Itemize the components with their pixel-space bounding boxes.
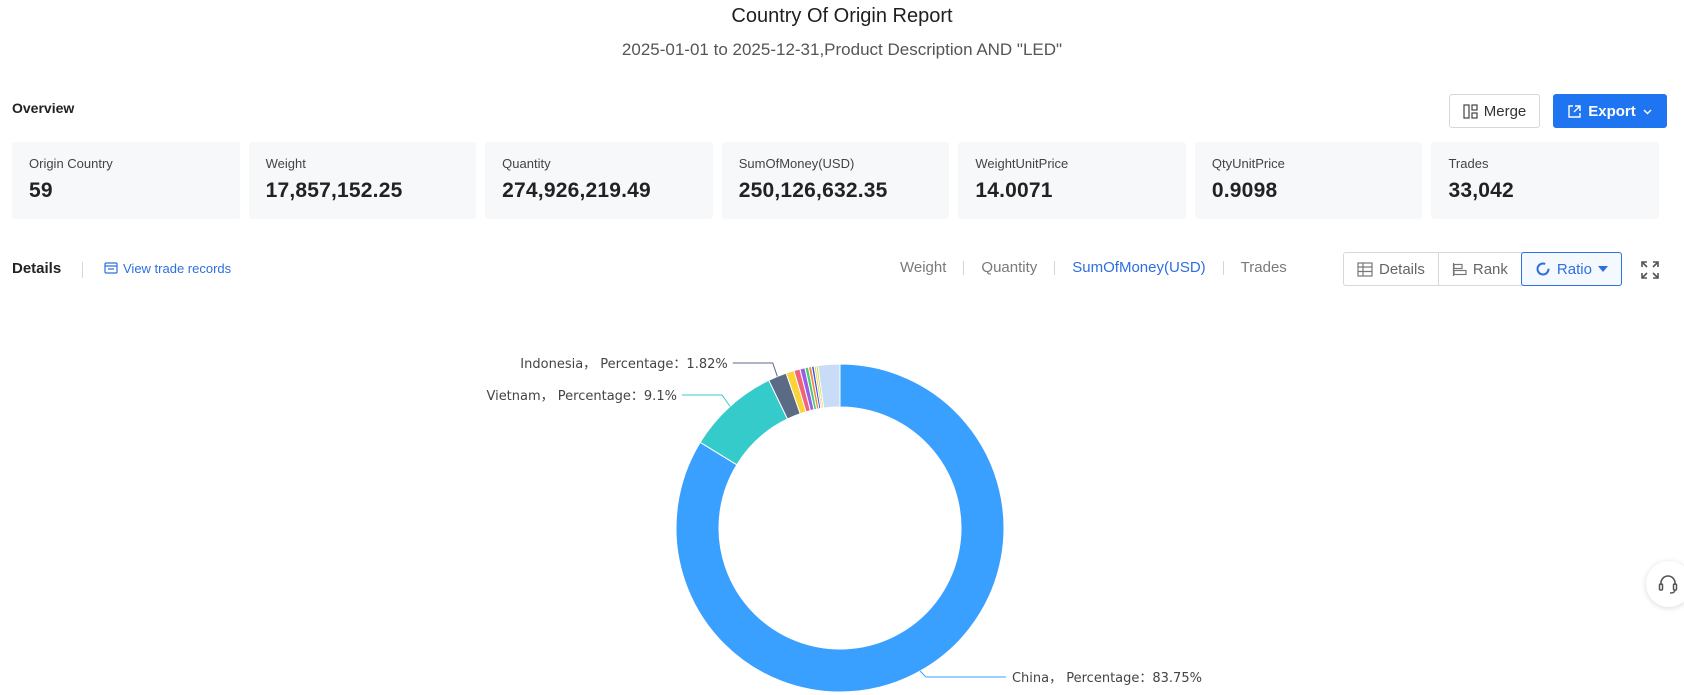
view-trade-records-label: View trade records xyxy=(123,261,232,276)
tab-quantity[interactable]: Quantity xyxy=(981,259,1038,276)
view-trade-records-link[interactable]: View trade records xyxy=(104,261,231,276)
fullscreen-icon[interactable] xyxy=(1640,260,1660,280)
merge-icon xyxy=(1463,103,1478,119)
chevron-down-icon xyxy=(1643,109,1652,114)
view-rank-label: Rank xyxy=(1472,260,1508,278)
view-rank-button[interactable]: Rank xyxy=(1439,253,1522,285)
overview-stats: Origin Country 59 Weight 17,857,152.25 Q… xyxy=(12,142,1660,219)
stat-value: 250,126,632.35 xyxy=(738,179,888,202)
tab-trades[interactable]: Trades xyxy=(1240,259,1287,276)
stat-qty-unit-price: QtyUnitPrice 0.9098 xyxy=(1194,142,1423,219)
slice-label-china: China， Percentage：83.75% xyxy=(1012,671,1202,686)
caret-down-icon xyxy=(1597,266,1608,272)
stat-label: Quantity xyxy=(502,156,551,171)
export-button[interactable]: Export xyxy=(1553,94,1667,128)
view-details-label: Details xyxy=(1379,260,1425,278)
stat-weight: Weight 17,857,152.25 xyxy=(248,142,477,219)
stat-quantity: Quantity 274,926,219.49 xyxy=(485,142,713,219)
stat-value: 17,857,152.25 xyxy=(265,179,403,202)
headset-icon xyxy=(1658,575,1678,594)
metric-tabs: Weight Quantity SumOfMoney(USD) Trades xyxy=(900,259,1287,276)
stat-value: 0.9098 xyxy=(1211,179,1278,202)
view-ratio-button[interactable]: Ratio xyxy=(1520,252,1622,286)
stat-weight-unit-price: WeightUnitPrice 14.0071 xyxy=(958,142,1186,219)
overview-heading: Overview xyxy=(12,100,75,116)
view-mode-switch: Details Rank Ratio xyxy=(1343,252,1622,286)
divider xyxy=(963,260,965,275)
export-label: Export xyxy=(1588,102,1636,120)
records-icon xyxy=(104,262,118,274)
donut-slice-china[interactable] xyxy=(675,363,1005,693)
details-heading: Details xyxy=(12,260,62,277)
stat-label: Trades xyxy=(1448,156,1489,171)
customer-support-button[interactable] xyxy=(1646,561,1684,607)
stat-sum-of-money: SumOfMoney(USD) 250,126,632.35 xyxy=(721,142,950,219)
divider xyxy=(1222,260,1224,275)
donut-slice[interactable] xyxy=(817,363,841,409)
slice-label-indonesia: Indonesia， Percentage：1.82% xyxy=(520,357,727,372)
tab-sum-of-money[interactable]: SumOfMoney(USD) xyxy=(1072,259,1206,276)
export-icon xyxy=(1568,104,1581,118)
view-ratio-label: Ratio xyxy=(1556,260,1592,278)
view-details-button[interactable]: Details xyxy=(1344,253,1439,285)
stat-label: Origin Country xyxy=(29,156,113,171)
stat-label: QtyUnitPrice xyxy=(1211,156,1285,171)
slice-label-vietnam: Vietnam， Percentage：9.1% xyxy=(486,389,676,404)
stat-label: SumOfMoney(USD) xyxy=(738,156,855,171)
report-subtitle: 2025-01-01 to 2025-12-31,Product Descrip… xyxy=(621,40,1063,59)
divider xyxy=(1054,260,1056,275)
rank-bar-icon xyxy=(1452,262,1467,276)
stat-value: 14.0071 xyxy=(975,179,1053,202)
stat-label: Weight xyxy=(265,156,306,171)
label-leader-line xyxy=(732,362,778,377)
stat-value: 33,042 xyxy=(1448,179,1514,202)
stat-value: 59 xyxy=(29,179,53,202)
merge-button[interactable]: Merge xyxy=(1449,94,1540,128)
label-leader-line xyxy=(919,670,1006,678)
stat-label: WeightUnitPrice xyxy=(975,156,1069,171)
merge-label: Merge xyxy=(1483,102,1527,120)
label-leader-line xyxy=(681,394,731,407)
tab-weight[interactable]: Weight xyxy=(900,259,947,276)
divider xyxy=(82,262,83,278)
stat-origin-country: Origin Country 59 xyxy=(12,142,240,219)
table-icon xyxy=(1357,261,1373,277)
ratio-donut-chart: China， Percentage：83.75% Vietnam， Percent… xyxy=(486,357,1202,693)
page-title: Country Of Origin Report xyxy=(731,5,953,27)
stat-trades: Trades 33,042 xyxy=(1431,142,1660,219)
stat-value: 274,926,219.49 xyxy=(502,179,651,202)
donut-icon xyxy=(1536,262,1550,276)
